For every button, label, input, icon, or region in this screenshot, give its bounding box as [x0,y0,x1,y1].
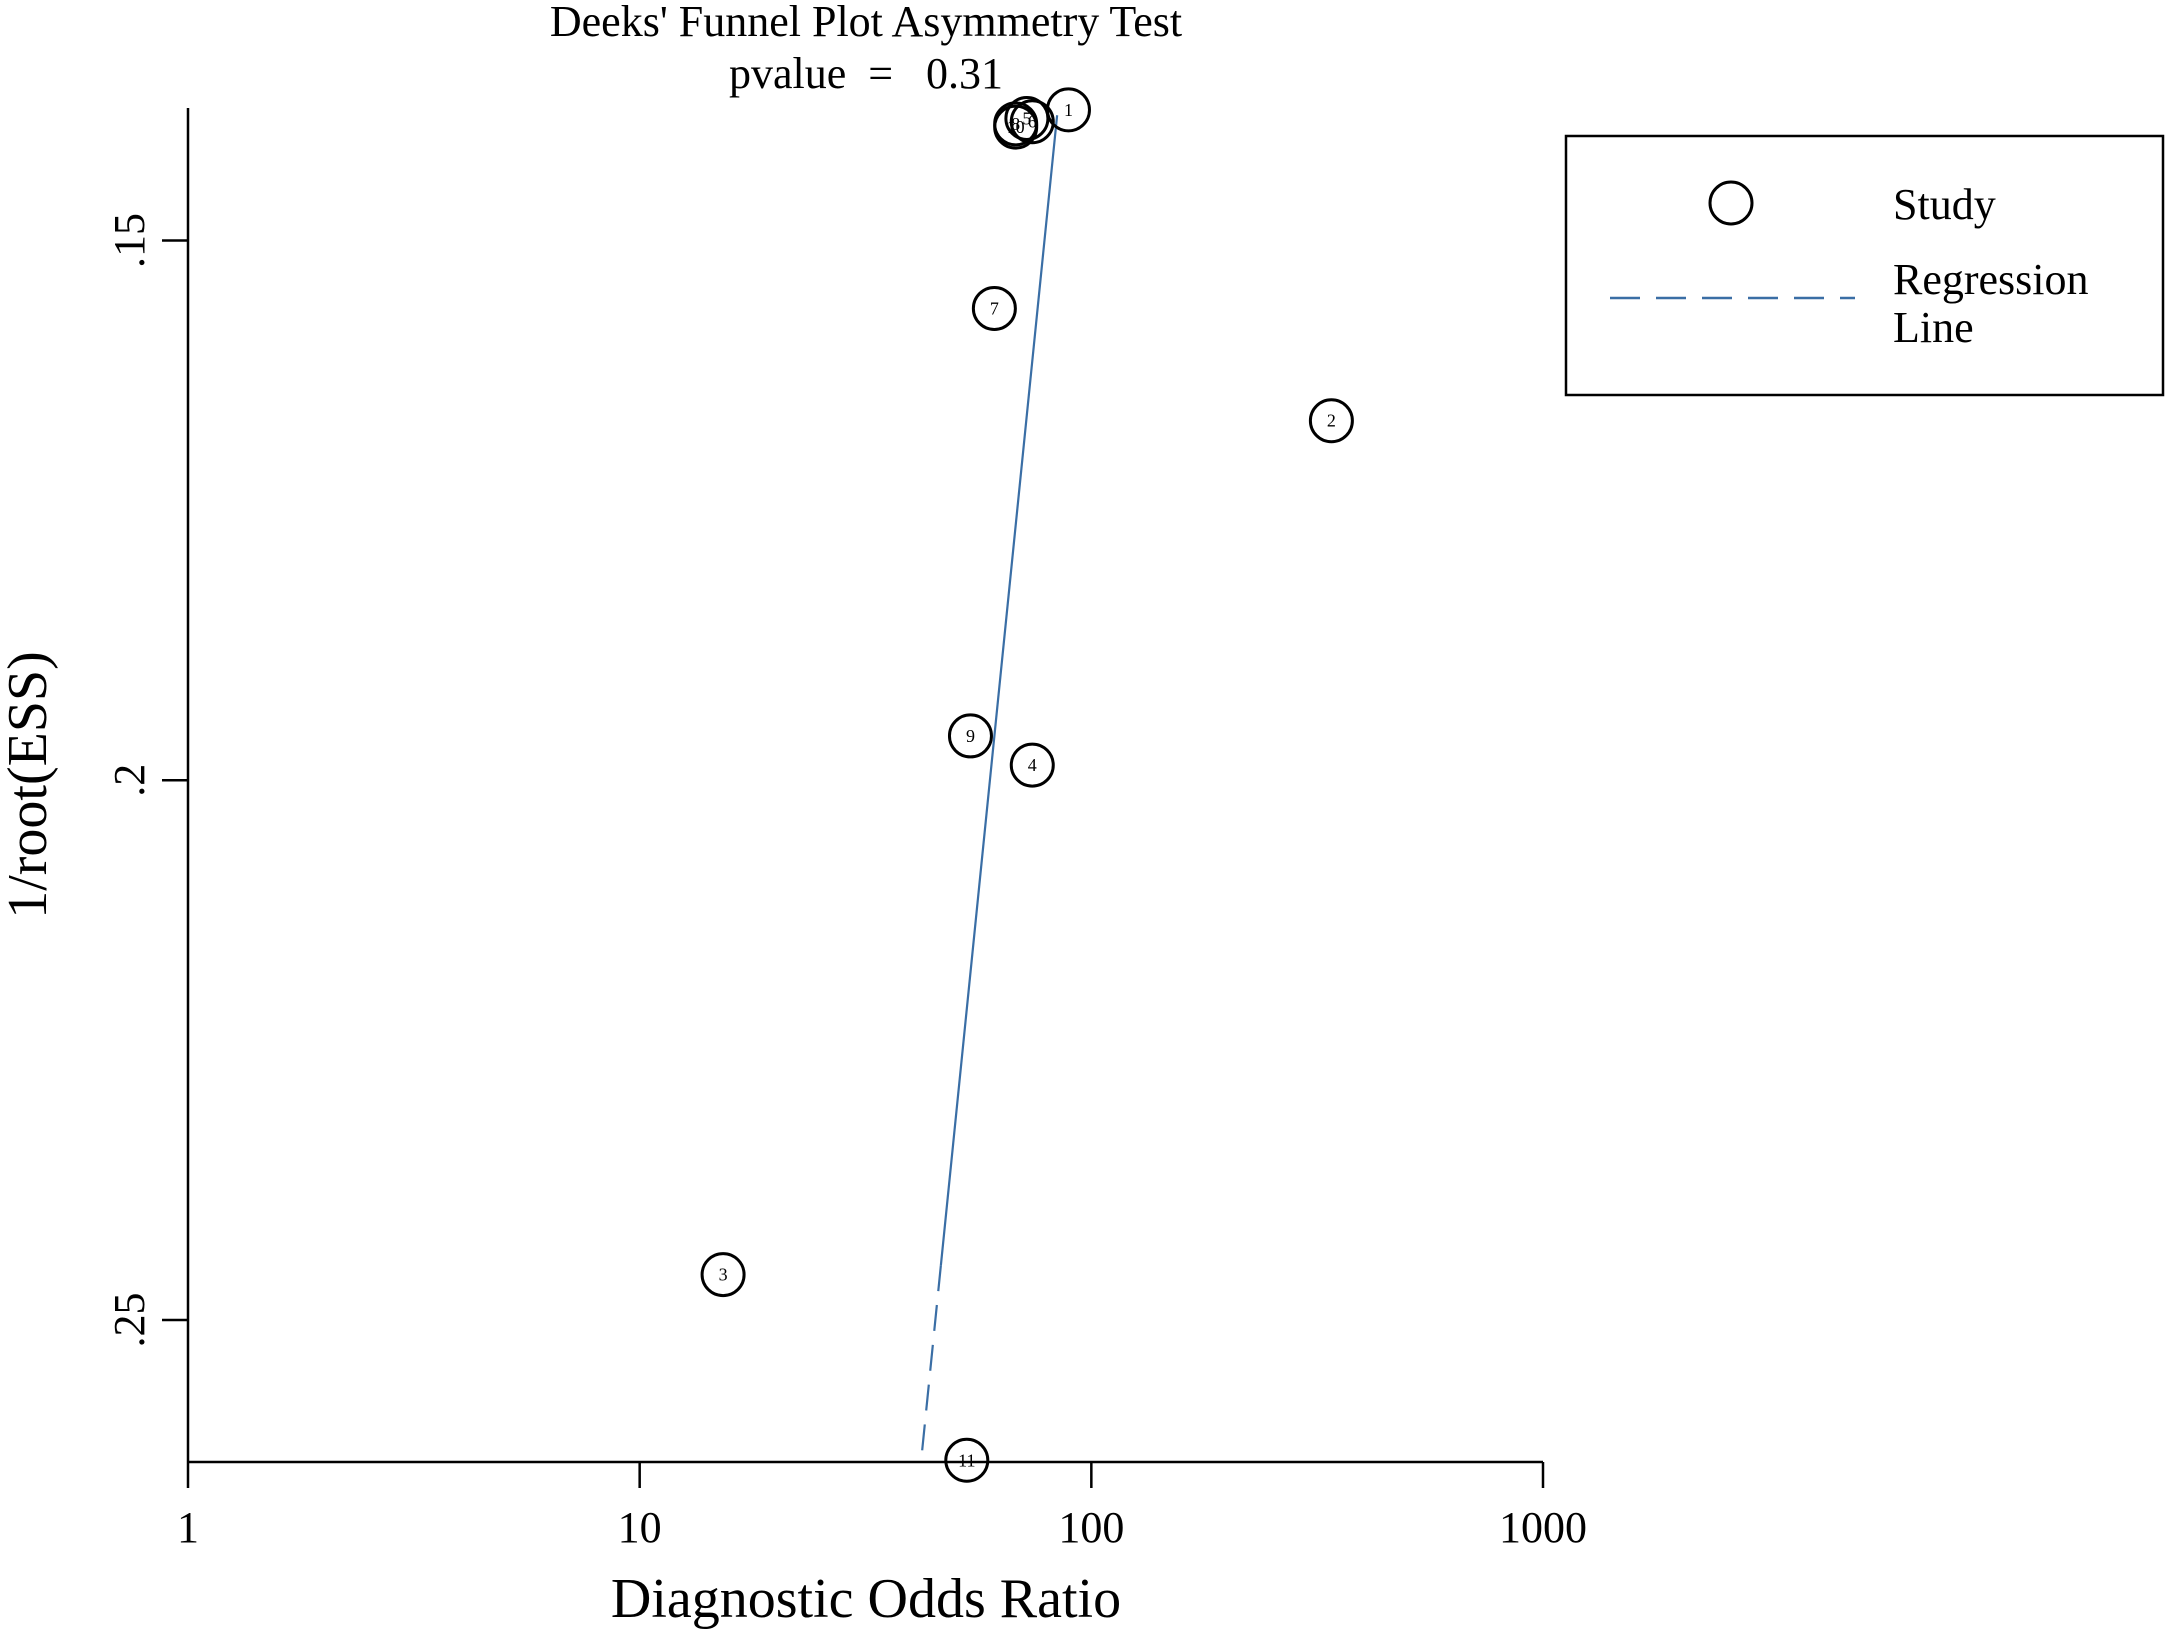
study-point-label: 1 [1064,100,1073,120]
study-point: 11 [944,1437,990,1483]
x-tick-label: 1 [177,1503,199,1552]
study-point-label: 3 [719,1265,728,1285]
x-axis-label: Diagnostic Odds Ratio [611,1568,1121,1630]
x-tick-label: 1000 [1499,1503,1587,1552]
regression-line-solid [939,115,1059,1266]
study-point: 3 [700,1252,746,1298]
y-tick-label: .2 [105,764,154,797]
study-point: 7 [971,285,1017,331]
study-point-label: 8 [1011,114,1020,134]
study-point-marker [947,713,993,759]
study-point-marker [1009,99,1055,145]
study-point-marker [1009,742,1055,788]
study-points: 1 2 3 4 56 7 8 9 10 11 [700,87,1354,1483]
x-axis-ticks: 1 10 100 1000 [177,1462,1587,1552]
legend-regression-label: Regression Line [1893,255,2100,352]
study-point: 2 [1308,398,1354,444]
regression-line-group [920,115,1059,1461]
study-point-label: 10 [1007,117,1025,137]
study-point: 9 [947,713,993,759]
x-tick-label: 10 [618,1503,662,1552]
study-point-marker [971,285,1017,331]
study-point: 6 [1009,99,1055,145]
study-point-label: 6 [1028,112,1037,132]
legend-study-label: Study [1893,180,1996,229]
study-point: 4 [1009,742,1055,788]
y-axis-ticks: .15 .2 .25 [105,213,188,1347]
study-point-marker [700,1252,746,1298]
study-point-marker [1308,398,1354,444]
regression-line-dashed [920,1265,942,1461]
study-point-marker [944,1437,990,1483]
study-point-label: 7 [990,298,999,318]
study-point-label: 9 [966,726,975,746]
study-point-label: 11 [958,1450,975,1470]
legend: Study Regression Line [1564,134,2165,397]
chart-subtitle: pvalue = 0.31 [729,49,1003,98]
y-axis-label: 1/root(ESS) [0,651,59,919]
study-point-marker [1004,95,1050,141]
axes [186,108,1543,1464]
x-tick-label: 100 [1058,1503,1124,1552]
chart-title: Deeks' Funnel Plot Asymmetry Test [550,0,1182,46]
legend-study-marker [1708,180,1754,226]
study-point-marker [993,104,1039,150]
study-point-label: 2 [1327,411,1336,431]
study-point-label: 5 [1022,108,1031,128]
y-tick-label: .15 [105,213,154,268]
legend-box [1564,134,2165,397]
study-point: 10 [993,104,1039,150]
study-point: 5 [1004,95,1050,141]
y-tick-label: .25 [105,1292,154,1347]
study-point-label: 4 [1028,755,1037,775]
